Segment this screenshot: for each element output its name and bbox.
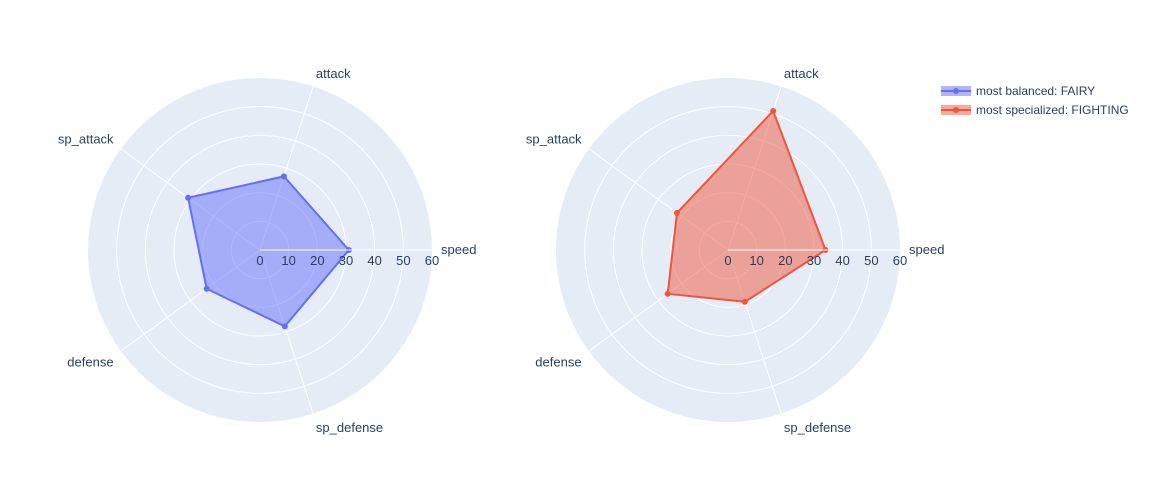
legend-item-1[interactable]: most specialized: FIGHTING <box>941 103 1129 117</box>
radial-tick-label: 50 <box>396 253 410 268</box>
data-point-attack[interactable] <box>770 107 777 114</box>
category-label-attack: attack <box>316 66 351 81</box>
series-area <box>187 175 350 328</box>
category-label-attack: attack <box>784 66 819 81</box>
radial-tick-label: 40 <box>835 253 849 268</box>
data-point-sp_attack[interactable] <box>673 209 680 216</box>
category-label-sp_attack: sp_attack <box>526 132 582 147</box>
category-label-sp_defense: sp_defense <box>784 420 851 435</box>
category-label-defense: defense <box>67 354 113 369</box>
legend-marker <box>953 107 959 113</box>
category-label-sp_attack: sp_attack <box>58 132 114 147</box>
radial-tick-label: 60 <box>893 253 907 268</box>
radial-tick-label: 30 <box>807 253 821 268</box>
radial-tick-label: 60 <box>425 253 439 268</box>
radial-tick-label: 50 <box>864 253 878 268</box>
radial-tick-label: 10 <box>749 253 763 268</box>
category-label-defense: defense <box>535 354 581 369</box>
data-point-sp_attack[interactable] <box>185 194 192 201</box>
data-point-sp_defense[interactable] <box>281 323 288 330</box>
radial-tick-label: 0 <box>256 253 263 268</box>
radial-tick-label: 0 <box>724 253 731 268</box>
radial-tick-label: 40 <box>367 253 381 268</box>
legend-label: most balanced: FAIRY <box>976 84 1095 98</box>
series-area <box>666 109 827 303</box>
radial-tick-label: 20 <box>778 253 792 268</box>
legend[interactable]: most balanced: FAIRY most specialized: FI… <box>941 84 1129 117</box>
data-point-defense[interactable] <box>664 290 671 297</box>
radial-tick-label: 30 <box>339 253 353 268</box>
data-point-sp_defense[interactable] <box>741 298 748 305</box>
category-label-sp_defense: sp_defense <box>316 420 383 435</box>
radial-tick-label: 10 <box>281 253 295 268</box>
data-point-defense[interactable] <box>203 285 210 292</box>
legend-marker <box>953 88 959 94</box>
radial-tick-label: 20 <box>310 253 324 268</box>
category-label-speed: speed <box>909 242 944 257</box>
data-point-attack[interactable] <box>280 173 287 180</box>
legend-label: most specialized: FIGHTING <box>976 103 1129 117</box>
category-label-speed: speed <box>441 242 476 257</box>
legend-item-0[interactable]: most balanced: FAIRY <box>941 84 1095 98</box>
